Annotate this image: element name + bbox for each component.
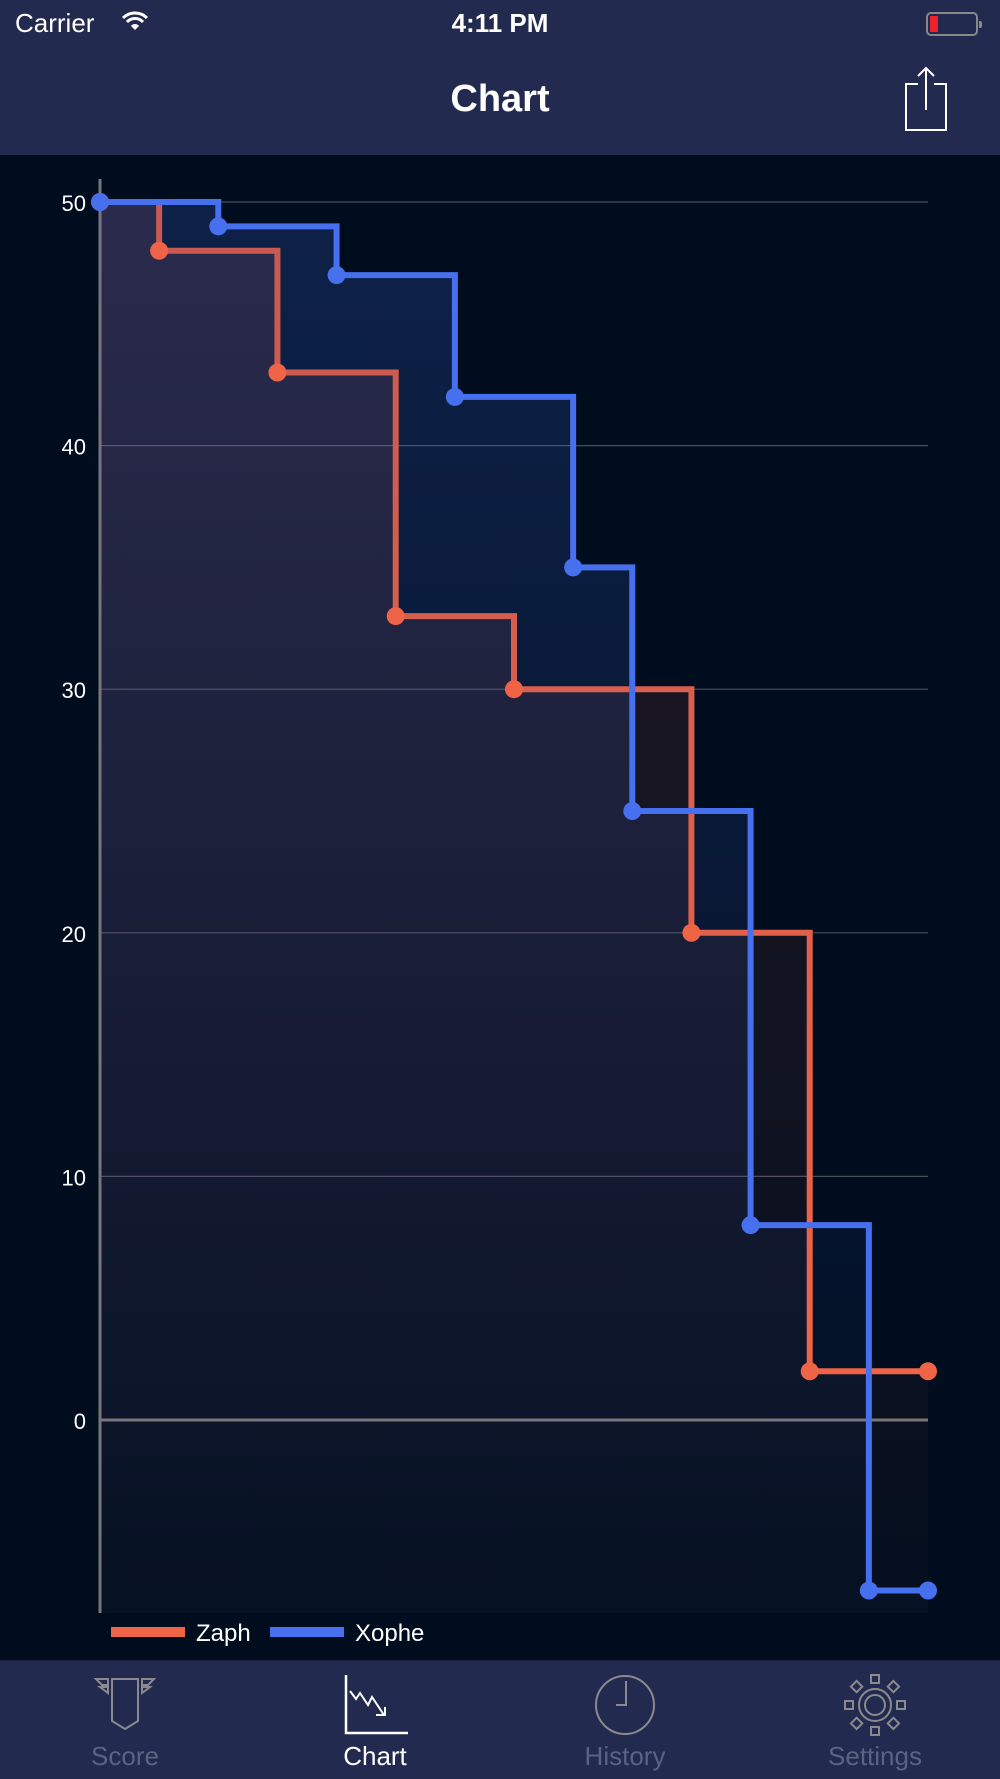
- tab-label: History: [584, 1741, 666, 1771]
- data-point-zaph: [150, 241, 169, 260]
- legend-label-zaph: Zaph: [196, 1620, 251, 1647]
- wifi-icon: [122, 11, 148, 30]
- data-point-xophe: [623, 802, 642, 820]
- data-point-zaph: [800, 1362, 819, 1381]
- tab-chart[interactable]: Chart: [250, 1661, 500, 1779]
- data-point-zaph: [682, 923, 701, 942]
- y-tick-label: 10: [62, 1165, 86, 1190]
- series-line-zaph: [100, 199, 928, 1375]
- data-point-xophe: [91, 193, 109, 211]
- data-point-xophe: [209, 217, 228, 236]
- chart-icon: [344, 1675, 408, 1735]
- shield-icon: [93, 1678, 157, 1731]
- score-chart: 0 10 20 30 40 50: [62, 179, 937, 1613]
- carrier-label: Carrier: [15, 8, 95, 38]
- series-line-xophe: [100, 199, 928, 1594]
- data-point-zaph: [268, 363, 287, 382]
- y-tick-label: 50: [62, 191, 86, 216]
- share-icon[interactable]: [900, 64, 952, 134]
- legend-label-xophe: Xophe: [355, 1620, 425, 1647]
- tab-score[interactable]: Score: [0, 1661, 250, 1779]
- y-tick-label: 30: [62, 678, 86, 703]
- tab-settings[interactable]: Settings: [750, 1661, 1000, 1779]
- y-tick-label: 0: [74, 1409, 86, 1434]
- data-point-xophe: [741, 1216, 760, 1235]
- data-point-zaph: [386, 607, 405, 626]
- data-point-zaph: [919, 1362, 937, 1381]
- data-point-zaph: [505, 680, 523, 699]
- tab-bar: Score Chart History Settings: [0, 1660, 1000, 1779]
- legend-swatch-zaph: [111, 1627, 185, 1637]
- top-bar: Carrier 4:11 PM Chart: [0, 0, 1000, 155]
- data-point-xophe: [445, 387, 464, 406]
- gear-icon: [844, 1674, 906, 1736]
- tab-label: Score: [91, 1741, 159, 1771]
- tab-history[interactable]: History: [500, 1661, 750, 1779]
- battery-icon: [926, 12, 982, 36]
- page-title: Chart: [450, 78, 550, 120]
- clock-label: 4:11 PM: [451, 8, 549, 38]
- y-tick-label: 20: [62, 922, 86, 947]
- legend-swatch-xophe: [270, 1627, 344, 1637]
- tab-label: Settings: [828, 1741, 922, 1771]
- data-point-xophe: [564, 558, 583, 577]
- tab-label: Chart: [343, 1741, 407, 1771]
- y-tick-label: 40: [62, 435, 86, 460]
- clock-icon: [595, 1675, 655, 1735]
- series-area-xophe: [100, 202, 928, 1613]
- data-point-xophe: [327, 266, 346, 285]
- data-point-xophe: [859, 1581, 878, 1600]
- data-point-xophe: [919, 1581, 937, 1600]
